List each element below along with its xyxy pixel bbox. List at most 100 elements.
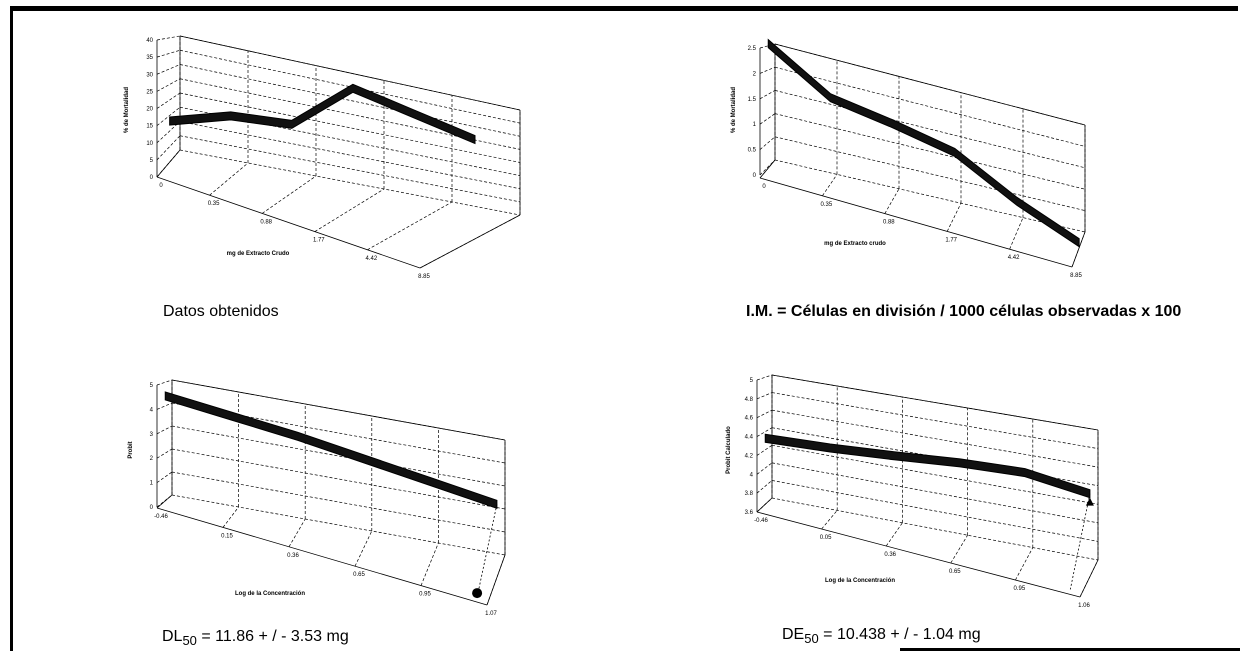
- y-tick-label: 4: [750, 472, 754, 478]
- back-grid-line: [771, 409, 1099, 468]
- x-axis-label: Log de la Concentración: [825, 578, 895, 584]
- side-grid-line: [756, 462, 773, 475]
- back-grid-line: [179, 121, 521, 190]
- y-tick-label: 4.6: [745, 416, 754, 422]
- x-tick-label: 0: [762, 184, 766, 190]
- back-grid-line: [171, 471, 506, 533]
- side-grid-line: [759, 66, 776, 74]
- back-grid-line: [771, 462, 1099, 524]
- floor-front-edge: [156, 507, 488, 606]
- y-axis-label: % de Mortalidad: [124, 87, 130, 133]
- de-label: DE: [782, 626, 805, 643]
- x-tick-label: 0.05: [820, 535, 832, 541]
- side-grid-line: [156, 379, 173, 386]
- y-tick-label: 2: [150, 456, 154, 462]
- y-tick-label: 20: [146, 107, 153, 113]
- x-tick-label: 0.65: [353, 572, 365, 578]
- back-grid-line: [179, 35, 521, 111]
- series-ribbon: [767, 38, 1080, 248]
- y-tick-label: 15: [146, 124, 153, 130]
- dl-subscript: 50: [182, 633, 197, 649]
- de-subscript: 50: [804, 631, 819, 647]
- floor-grid-line: [314, 188, 385, 232]
- side-grid-line: [759, 136, 776, 150]
- floor-grid-line: [209, 162, 249, 196]
- x-tick-label: 0.65: [949, 569, 961, 575]
- y-tick-label: 3: [150, 432, 154, 438]
- back-grid-line: [774, 113, 1086, 190]
- chart-probit-dl50: 0 1 2 3 4 5 -0.46 0.15 0.36 0.65 0.95 1.07 Probit Log…: [128, 379, 506, 617]
- floor-grid-line: [759, 159, 776, 179]
- floor-grid-line: [1015, 547, 1034, 581]
- caption-de50: DE50 = 10.438 + / - 1.04 mg: [782, 626, 981, 646]
- side-grid-line: [156, 35, 181, 41]
- back-grid-line: [771, 444, 1099, 505]
- floor-front-edge: [156, 176, 421, 269]
- x-tick-label: 8.85: [418, 274, 430, 280]
- floor-grid-line: [822, 174, 838, 196]
- side-grid-line: [756, 374, 773, 381]
- back-grid-line: [179, 149, 521, 216]
- side-grid-line: [156, 471, 173, 483]
- y-tick-label: 4.2: [745, 453, 754, 459]
- side-grid-line: [759, 159, 776, 176]
- side-grid-line: [156, 425, 173, 435]
- x-tick-label: 0.35: [208, 201, 220, 207]
- y-tick-label: 3.6: [745, 510, 754, 516]
- back-grid-line: [771, 497, 1099, 561]
- x-tick-label: 0.95: [1014, 586, 1026, 592]
- y-tick-label: 25: [146, 89, 153, 95]
- x-tick-label: 0.36: [287, 553, 299, 559]
- chart-0-group: 0 5 10 15 20 25 30 35 40 0 0.35 0.88 1.77 4.42 8.85 % d…: [124, 35, 521, 280]
- y-tick-label: 4: [150, 407, 154, 413]
- x-tick-label: 1.77: [313, 238, 325, 244]
- chart-3-group: 3.6 3.8 4 4.2 4.4 4.6 4.8 5 -0.46 0.05 0.36 0.65 0.9…: [726, 374, 1099, 609]
- figure-frame: [10, 6, 1238, 651]
- y-tick-label: 0.5: [748, 148, 757, 154]
- floor-grid-line: [367, 201, 453, 251]
- x-tick-label: 4.42: [366, 256, 378, 262]
- x-tick-label: 0.36: [884, 552, 896, 558]
- y-tick-label: 5: [150, 158, 154, 164]
- back-grid-line: [774, 90, 1086, 169]
- floor-grid-line: [821, 510, 838, 530]
- y-tick-label: 0: [753, 173, 757, 179]
- back-grid-line: [179, 92, 521, 163]
- floor-front-edge: [759, 177, 1073, 268]
- y-tick-label: 10: [146, 141, 153, 147]
- x-axis-label: mg de Extracto Crudo: [227, 251, 290, 257]
- y-tick-label: 40: [146, 38, 153, 44]
- back-grid-line: [771, 480, 1099, 542]
- back-grid-line: [171, 425, 506, 487]
- back-grid-line: [774, 43, 1086, 126]
- x-tick-label: 1.06: [1078, 603, 1090, 609]
- back-grid-line: [179, 49, 521, 124]
- floor-grid-line: [486, 554, 506, 606]
- side-grid-line: [156, 121, 181, 144]
- floor-grid-line: [946, 203, 962, 232]
- floor-grid-line: [756, 497, 773, 513]
- y-tick-label: 0: [150, 175, 154, 181]
- chart-mortality-crude-extract: 0 5 10 15 20 25 30 35 40 0 0.35 0.88 1.77 4.42 8.85 % d…: [124, 35, 521, 280]
- y-tick-label: 5: [750, 378, 754, 384]
- drop-line: [1069, 493, 1091, 590]
- back-grid-line: [179, 135, 521, 203]
- caption-mitotic-index-formula: I.M. = Células en división / 1000 célula…: [746, 303, 1182, 320]
- drop-marker: [1085, 497, 1094, 506]
- caption-datos-obtenidos: Datos obtenidos: [163, 303, 279, 320]
- x-tick-label: 0.88: [883, 220, 895, 226]
- back-grid-line: [774, 136, 1086, 211]
- x-tick-label: 8.85: [1070, 273, 1082, 279]
- x-axis-label: Log de la Concentración: [235, 591, 305, 597]
- y-axis-label: Probit Calculado: [726, 426, 732, 474]
- back-grid-line: [771, 392, 1099, 449]
- x-tick-label: 0.15: [221, 533, 233, 539]
- y-tick-label: 5: [150, 383, 154, 389]
- x-tick-label: 0.95: [419, 592, 431, 598]
- side-grid-line: [756, 427, 773, 437]
- x-tick-label: 0.35: [821, 202, 833, 208]
- side-grid-line: [156, 49, 181, 58]
- x-axis-label: mg de Extracto crudo: [824, 241, 886, 247]
- side-grid-line: [756, 480, 773, 494]
